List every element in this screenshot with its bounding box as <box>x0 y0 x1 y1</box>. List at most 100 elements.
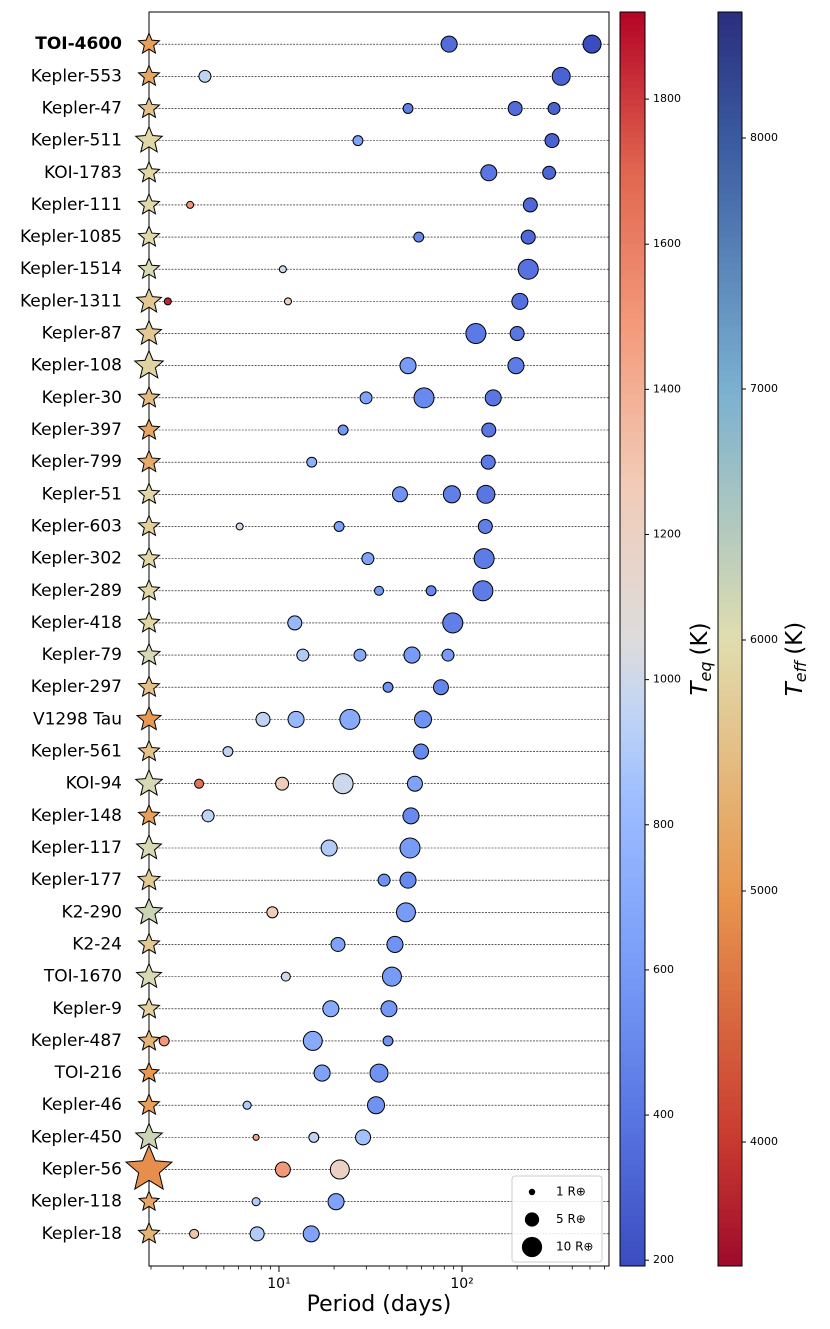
colorbar-cell <box>620 494 645 502</box>
colorbar-cell <box>620 513 645 521</box>
colorbar-cell <box>718 902 742 909</box>
colorbar-cell <box>718 187 742 195</box>
colorbar-cell <box>620 36 645 44</box>
colorbar-cell <box>718 1184 742 1192</box>
colorbar-cell <box>718 1102 742 1110</box>
colorbar-cell <box>718 1014 742 1022</box>
host-star <box>134 125 164 153</box>
host-star <box>135 962 163 989</box>
colorbar-cell <box>620 118 645 126</box>
colorbar-cell <box>620 952 645 960</box>
colorbar-label: Teff (K) <box>782 622 810 696</box>
planet <box>382 681 394 693</box>
planet <box>337 424 349 436</box>
host-star <box>137 1221 161 1244</box>
colorbar-cell <box>620 1090 645 1098</box>
colorbar-cell <box>620 199 645 207</box>
colorbar-cell <box>718 1221 742 1229</box>
colorbar-cell <box>718 933 742 941</box>
legend-marker <box>528 1188 536 1196</box>
planet <box>395 902 416 923</box>
colorbar-cell <box>718 256 742 264</box>
colorbar-cell <box>620 17 645 25</box>
colorbar-cell <box>718 406 742 414</box>
colorbar-cell <box>718 507 742 514</box>
colorbar-cell <box>718 124 742 132</box>
planet <box>441 648 455 662</box>
colorbar-cell <box>620 996 645 1003</box>
colorbar-cell <box>620 193 645 201</box>
colorbar-cell <box>718 325 742 333</box>
planet <box>511 292 529 310</box>
planet <box>158 1035 170 1047</box>
colorbar-cell <box>620 11 645 19</box>
system-name: Kepler-148 <box>31 806 122 826</box>
colorbar-cell <box>718 801 742 809</box>
colorbar-cell <box>620 331 645 339</box>
colorbar-tick-label: 5000 <box>750 884 778 897</box>
planet <box>287 710 305 728</box>
colorbar-cell <box>718 1127 742 1135</box>
colorbar-cell <box>718 776 742 784</box>
colorbar-cell <box>620 1058 645 1066</box>
planet <box>329 1159 350 1180</box>
colorbar-cell <box>620 676 645 684</box>
colorbar-cell <box>620 739 645 746</box>
colorbar-cell <box>718 287 742 295</box>
colorbar-cell <box>718 212 742 220</box>
colorbar-cell <box>718 663 742 671</box>
colorbar-cell <box>620 1253 645 1261</box>
colorbar-cell <box>620 149 645 157</box>
colorbar-cell <box>620 1177 645 1185</box>
colorbar-cell <box>718 431 742 439</box>
colorbar-cell <box>620 889 645 897</box>
colorbar-cell <box>620 801 645 809</box>
colorbar-cell <box>718 544 742 552</box>
host-star <box>135 833 163 860</box>
colorbar-cell <box>620 275 645 282</box>
colorbar-cell <box>620 1121 645 1129</box>
system-name: TOI-1670 <box>43 967 122 987</box>
colorbar-cell <box>620 438 645 445</box>
planet <box>413 387 435 409</box>
x-axis-label: Period (days) <box>307 1292 452 1317</box>
colorbar-cell <box>718 306 742 314</box>
colorbar-cell <box>620 1165 645 1173</box>
colorbar-cell <box>620 619 645 627</box>
colorbar-cell <box>718 613 742 621</box>
colorbar-cell <box>620 851 645 859</box>
colorbar-cell <box>718 927 742 934</box>
colorbar-cell <box>718 782 742 790</box>
colorbar-cell <box>718 1033 742 1041</box>
colorbar-label: Teq (K) <box>687 622 715 695</box>
host-star <box>137 160 161 183</box>
colorbar-cell <box>718 80 742 88</box>
system-name: Kepler-1085 <box>20 227 122 247</box>
colorbar-cell <box>718 500 742 508</box>
colorbar-cell <box>718 1159 742 1166</box>
planet <box>332 773 354 795</box>
colorbar-cell <box>620 525 645 533</box>
colorbar-cell <box>620 864 645 872</box>
colorbar-cell <box>718 93 742 101</box>
colorbar-cell <box>718 49 742 57</box>
colorbar-cell <box>620 876 645 884</box>
colorbar-cell <box>718 550 742 558</box>
colorbar-cell <box>718 412 742 420</box>
colorbar-cell <box>718 394 742 402</box>
colorbar-cell <box>620 858 645 866</box>
planet <box>266 906 279 919</box>
colorbar-cell <box>718 795 742 803</box>
system-name: KOI-1783 <box>44 163 122 183</box>
colorbar-cell <box>620 826 645 834</box>
host-star <box>137 224 161 248</box>
colorbar-cell <box>620 43 645 50</box>
colorbar-cell <box>620 701 645 709</box>
legend-label: 10 R⊕ <box>556 1240 593 1254</box>
colorbar-cell <box>718 1146 742 1154</box>
colorbar-cell <box>718 682 742 690</box>
colorbar-cell <box>718 488 742 496</box>
colorbar-cell <box>620 1096 645 1104</box>
colorbar-cell <box>718 644 742 652</box>
planet <box>432 679 449 696</box>
